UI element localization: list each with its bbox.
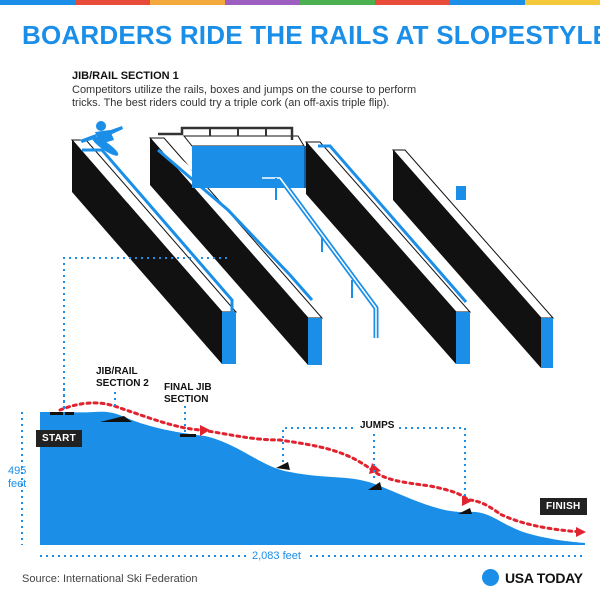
flat-box — [158, 126, 312, 188]
rider-path — [58, 401, 584, 534]
stripe-segment — [525, 0, 600, 5]
brand-name: USA TODAY — [505, 569, 583, 586]
brand-dot-icon — [482, 569, 499, 586]
section-heading: JIB/RAIL SECTION 1 — [72, 70, 179, 82]
section-description: Competitors utilize the rails, boxes and… — [72, 84, 417, 109]
stripe-segment — [300, 0, 375, 5]
start-badge: START — [36, 430, 83, 447]
brand-logo: USA TODAY — [482, 569, 583, 586]
stripe-segment — [0, 0, 75, 5]
snowboarder-icon — [80, 121, 123, 156]
stripe-segment — [375, 0, 450, 5]
rail-box-6 — [391, 149, 555, 368]
stripe-segment — [450, 0, 525, 5]
color-stripe — [0, 0, 600, 5]
source-note: Source: International Ski Federation — [22, 573, 198, 585]
down-rail — [262, 175, 379, 338]
finish-badge: FINISH — [540, 498, 587, 515]
stripe-segment — [225, 0, 300, 5]
length-dimension: 2,083 feet — [246, 550, 307, 563]
label-final-jib-section: FINAL JIB SECTION — [164, 382, 212, 405]
rail-box-5 — [304, 141, 472, 364]
stripe-segment — [150, 0, 225, 5]
height-dimension: 495 feet — [8, 465, 27, 490]
rail-box-1 — [70, 139, 238, 364]
page-title: BOARDERS RIDE THE RAILS AT SLOPESTYLE — [22, 20, 600, 50]
label-jumps: JUMPS — [356, 420, 399, 432]
stripe-segment — [75, 0, 150, 5]
slope-profile — [40, 411, 585, 545]
label-jib-rail-section-2: JIB/RAIL SECTION 2 — [96, 366, 149, 389]
